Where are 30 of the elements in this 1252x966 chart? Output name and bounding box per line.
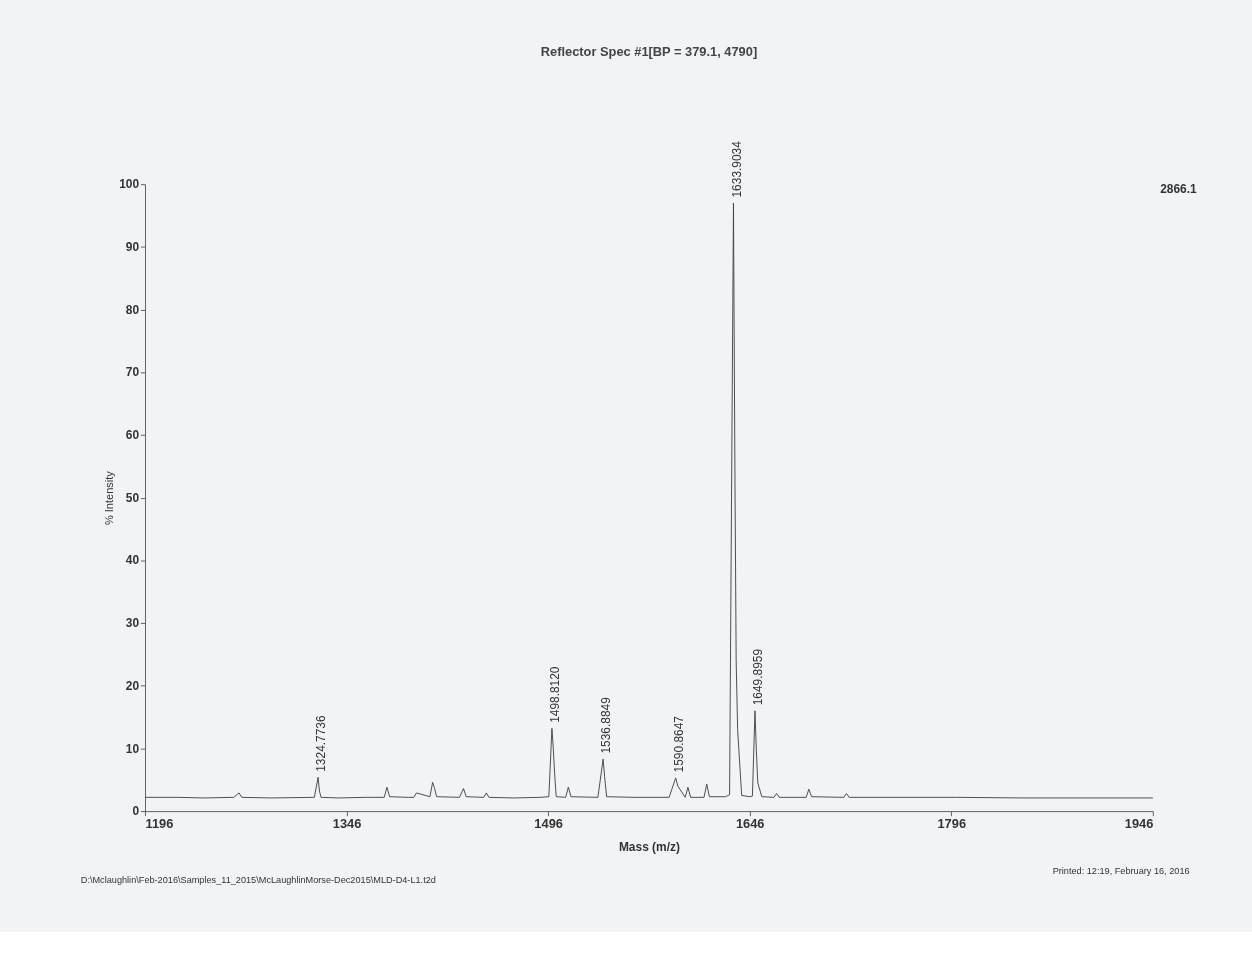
y-tick-label: 0 <box>132 804 140 819</box>
x-tick-label: 1796 <box>937 816 967 832</box>
x-tick-label: 1496 <box>534 816 563 832</box>
y-tick-label: 70 <box>125 365 140 380</box>
annotation: 1590.8647 <box>672 715 687 773</box>
y-axis-title: % Intensity <box>102 470 115 526</box>
y-tick-label: 30 <box>125 616 140 631</box>
x-tick-label: 1946 <box>1124 816 1154 832</box>
text: 2866.1 <box>1160 182 1198 197</box>
x-axis-title: Mass (m/z) <box>618 840 680 855</box>
x-tick-label: 1196 <box>145 816 174 832</box>
y-tick-label: 100 <box>119 177 140 192</box>
y-tick-label: 20 <box>125 678 140 693</box>
y-tick-label: 40 <box>125 553 140 568</box>
annotation: 1633.9034 <box>729 140 744 198</box>
annotation: 1498.8120 <box>548 666 563 723</box>
x-tick-label: 1646 <box>735 816 765 832</box>
y-tick-label: 80 <box>125 302 140 317</box>
x-tick-label: 1346 <box>332 816 362 832</box>
annotation: 1536.8849 <box>599 696 614 754</box>
y-tick-label: 50 <box>125 490 140 505</box>
annotation: 1649.8959 <box>751 648 766 706</box>
chart-title: Reflector Spec #1[BP = 379.1, 4790] <box>540 43 758 59</box>
line-series <box>144 202 1154 799</box>
text: Printed: 12:19, February 16, 2016 <box>1052 865 1190 876</box>
y-tick-label: 10 <box>125 741 140 756</box>
annotation: 1324.7736 <box>314 715 329 772</box>
text: D:\Mclaughlin\Feb-2016\Samples_11_2015\McLaughlinMorse-Dec2015\MLD-D4-L1.t2d <box>80 874 436 885</box>
y-tick-label: 90 <box>125 240 140 255</box>
y-tick-label: 60 <box>125 428 140 443</box>
